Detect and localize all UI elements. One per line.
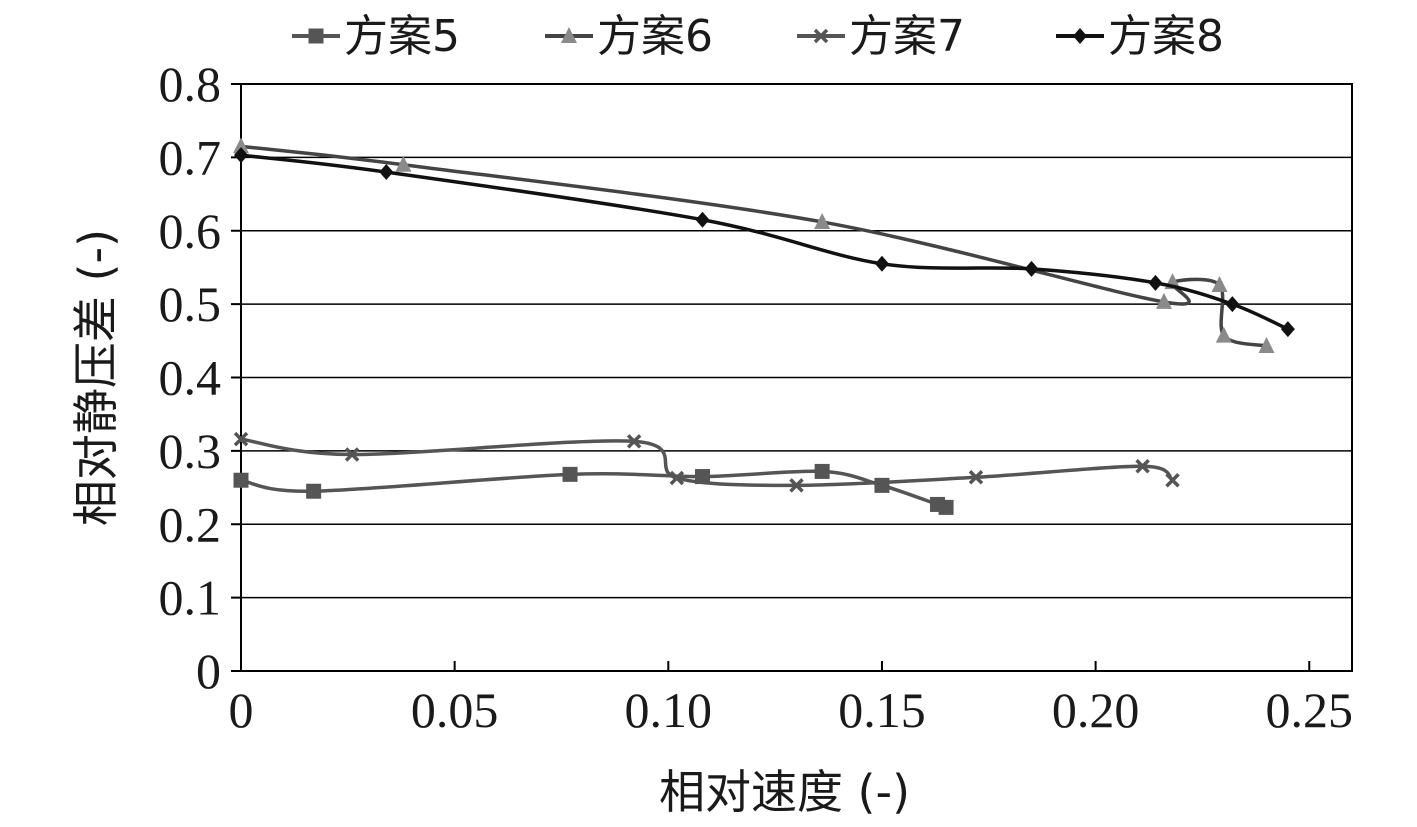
y-tick-label: 0.6 [159,203,222,259]
data-point [233,137,249,154]
data-point [233,472,249,488]
legend-item: 方案6 [545,11,713,62]
x-tick-label: 0.15 [838,682,926,738]
y-tick-label: 0.3 [159,423,222,479]
x-axis-title: 相对速度 (-) [659,765,910,819]
legend-marker [308,28,324,44]
y-tick-label: 0 [196,643,221,699]
legend-item: 方案7 [797,11,965,62]
data-point [344,447,360,462]
y-tick-label: 0.4 [159,350,222,406]
data-point [874,477,890,493]
data-point [814,212,831,229]
data-point [379,164,394,181]
data-point [938,499,954,515]
series-line [239,144,1269,348]
data-point [233,431,249,447]
data-point [1155,292,1172,309]
y-axis-title: 相对静压差 (-) [69,229,123,526]
legend-label: 方案6 [597,11,713,62]
legend-label: 方案5 [344,11,460,62]
data-point [968,470,984,485]
legend-item: 方案5 [292,11,460,62]
data-point [1024,260,1039,277]
y-axis-tick-labels: 0 0.1 0.2 0.3 0.4 0.5 0.6 0.7 0.8 [159,56,222,699]
data-point [1258,336,1275,353]
x-tick-label: 0.25 [1266,682,1354,738]
data-point [814,463,830,479]
y-tick-label: 0.8 [159,56,222,112]
legend-label: 方案8 [1108,11,1224,62]
series-6 [233,137,1275,353]
legend-marker [1073,28,1087,44]
data-point [789,478,804,493]
plot-frame [240,83,1353,672]
data-point [1135,459,1150,474]
y-tick-label: 0.2 [159,496,222,552]
series-7 [233,431,1180,493]
legend-marker [561,27,577,43]
data-point [562,466,578,482]
y-tick-label: 0.7 [159,129,222,185]
legend-marker [813,28,829,44]
data-point [626,434,642,449]
x-tick-label: 0.05 [411,682,499,738]
y-tick-label: 0.5 [159,276,222,332]
data-point [669,470,685,486]
legend-item: 方案8 [1056,11,1224,62]
series-5 [233,463,954,515]
series-8 [234,147,1295,338]
data-point [695,211,710,228]
legend-label: 方案7 [849,11,965,62]
data-point [1215,326,1232,343]
y-tick-label: 0.1 [159,570,222,626]
series-layer [233,137,1295,515]
x-tick-label: 0.20 [1052,682,1140,738]
data-point [395,155,412,172]
data-point [1148,274,1163,291]
x-tick-label: 0 [229,682,254,738]
data-point [1211,276,1228,293]
x-axis-tick-labels: 0 0.05 0.10 0.15 0.20 0.25 [229,682,1354,738]
data-point [234,147,248,164]
series-line [239,437,1175,488]
data-point [306,483,322,499]
legend: 方案5 方案6 方案7 方案8 [292,11,1224,62]
x-tick-label: 0.10 [625,682,713,738]
data-point [1225,296,1240,313]
data-point [1165,472,1180,488]
data-point [1280,321,1295,338]
data-point [874,255,889,272]
